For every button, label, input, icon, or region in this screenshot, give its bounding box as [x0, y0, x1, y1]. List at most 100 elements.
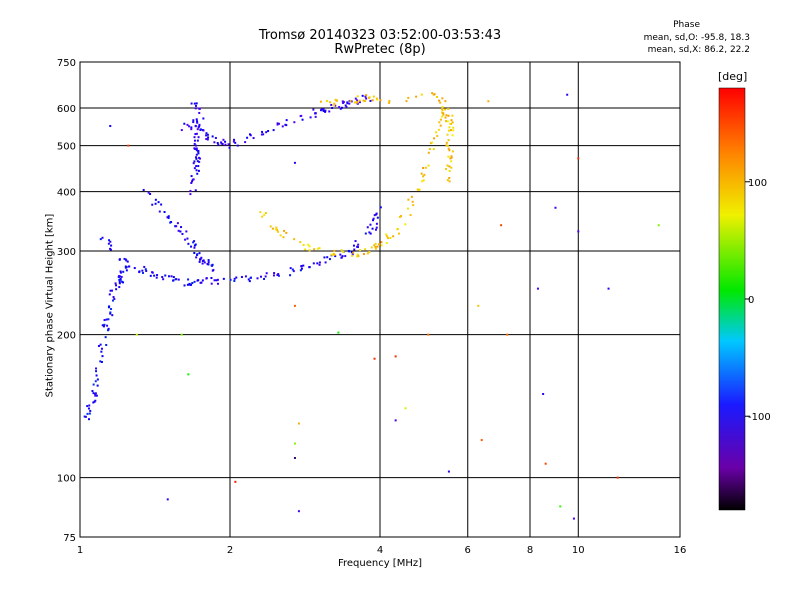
trace-point	[210, 264, 213, 267]
y-tick-label: 100	[57, 474, 76, 485]
trace-point	[196, 121, 199, 124]
trace-point	[118, 282, 121, 285]
trace-point	[122, 281, 125, 284]
trace-point	[323, 256, 326, 259]
trace-point	[201, 259, 204, 262]
trace-point	[372, 219, 375, 222]
trace-point	[88, 412, 91, 415]
trace-point	[94, 392, 97, 395]
trace-point	[308, 249, 311, 252]
trace-point	[94, 399, 97, 402]
trace-point	[260, 133, 263, 136]
trace-point	[205, 134, 208, 137]
trace-point	[247, 278, 250, 281]
trace-point	[186, 123, 189, 126]
trace-point	[198, 156, 201, 159]
trace-point	[196, 139, 199, 142]
trace-point	[109, 312, 112, 315]
trace-point	[376, 98, 379, 101]
trace-point	[119, 270, 122, 273]
trace-point	[334, 255, 337, 258]
trace-point	[344, 255, 347, 258]
trace-point	[355, 100, 358, 103]
scatter-point	[447, 470, 450, 473]
trace-point	[375, 212, 378, 215]
trace-point	[185, 230, 188, 233]
colorbar-ticks: 100 0 -100	[745, 178, 771, 423]
scatter-point	[394, 355, 397, 358]
trace-point	[346, 101, 349, 104]
trace-point	[216, 282, 219, 285]
trace-point	[445, 168, 448, 171]
trace-point	[450, 119, 453, 122]
trace-point	[100, 361, 103, 364]
trace-point	[385, 242, 388, 245]
scatter-point	[477, 304, 480, 307]
trace-point	[440, 107, 443, 110]
scatter-point	[536, 287, 539, 290]
trace-point	[333, 249, 336, 252]
trace-point	[154, 202, 157, 205]
data-points	[83, 92, 660, 520]
scatter-point	[480, 439, 483, 442]
trace-point	[195, 165, 198, 168]
trace-point	[133, 267, 136, 270]
trace-point	[448, 149, 451, 152]
trace-point	[344, 104, 347, 107]
trace-point	[285, 231, 288, 234]
scatter-point	[487, 100, 490, 103]
trace-point	[192, 241, 195, 244]
trace-point	[433, 93, 436, 96]
x-tick-label: 2	[227, 545, 233, 556]
trace-point	[155, 276, 158, 279]
trace-point	[194, 133, 197, 136]
trace-point	[285, 124, 288, 127]
trace-point	[271, 227, 274, 230]
trace-point	[200, 256, 203, 259]
trace-point	[369, 232, 372, 235]
trace-point	[207, 261, 210, 264]
trace-point	[197, 126, 200, 129]
trace-point	[142, 188, 145, 191]
trace-point	[447, 114, 450, 117]
trace-point	[197, 152, 200, 155]
trace-point	[341, 106, 344, 109]
trace-point	[407, 96, 410, 99]
trace-point	[427, 151, 430, 154]
trace-point	[104, 336, 107, 339]
trace-point	[356, 95, 359, 98]
trace-point	[371, 99, 374, 102]
trace-point	[361, 94, 364, 97]
trace-point	[201, 279, 204, 282]
colorbar-tick-label: 0	[748, 295, 754, 306]
trace-point	[154, 198, 157, 201]
trace-point	[101, 324, 104, 327]
trace-point	[441, 97, 444, 100]
trace-point	[206, 138, 209, 141]
trace-point	[308, 245, 311, 248]
trace-point	[362, 99, 365, 102]
trace-point	[448, 180, 451, 183]
trace-point	[261, 215, 264, 218]
trace-point	[119, 271, 122, 274]
trace-point	[358, 99, 361, 102]
trace-point	[197, 169, 200, 172]
trace-point	[175, 225, 178, 228]
trace-point	[452, 126, 455, 129]
trace-point	[198, 252, 201, 255]
trace-point	[162, 278, 165, 281]
trace-point	[356, 246, 359, 249]
trace-point	[372, 95, 375, 98]
trace-point	[291, 268, 294, 271]
trace-point	[174, 278, 177, 281]
trace-point	[353, 248, 356, 251]
trace-point	[181, 232, 184, 235]
trace-point	[101, 355, 104, 358]
trace-point	[195, 157, 198, 160]
trace-point	[345, 106, 348, 109]
trace-point	[339, 107, 342, 110]
scatter-point	[404, 407, 407, 410]
trace-point	[334, 98, 337, 101]
scatter-point	[607, 287, 610, 290]
trace-point	[318, 263, 321, 266]
